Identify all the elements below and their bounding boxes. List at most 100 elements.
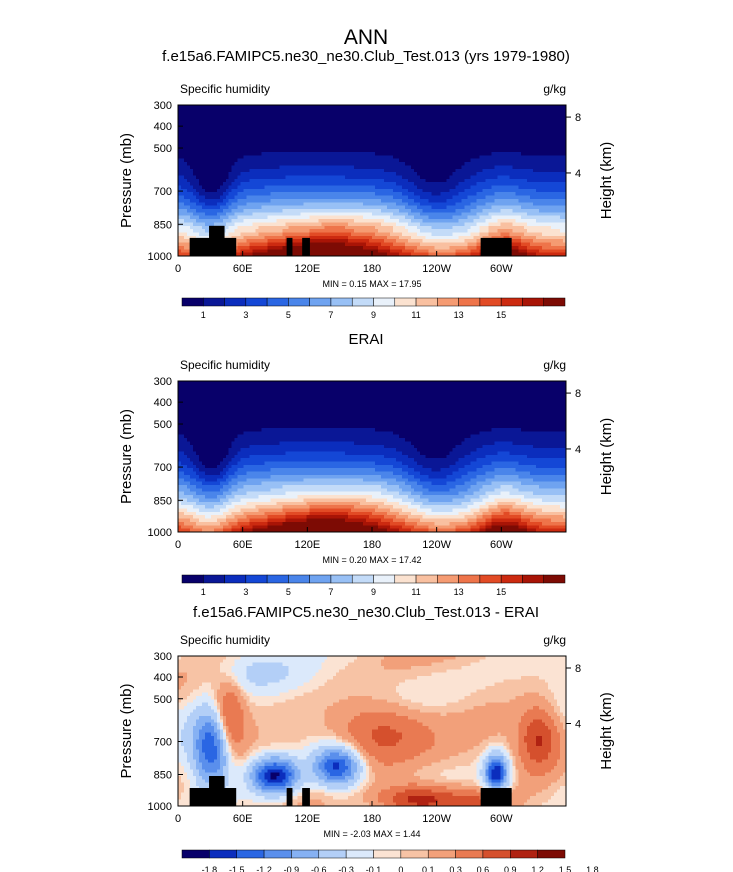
contour-cell [219, 115, 224, 120]
contour-cell [312, 131, 316, 136]
contour-cell [204, 128, 209, 133]
contour-cell [395, 128, 400, 133]
contour-cell [497, 111, 501, 116]
contour-cell [425, 138, 430, 143]
contour-cell [300, 138, 304, 143]
contour-cell [500, 108, 504, 113]
contour-cell [467, 111, 472, 116]
contour-cell [222, 148, 227, 153]
contour-cell [464, 128, 469, 133]
contour-cell [228, 121, 233, 126]
contour-cell [297, 135, 301, 140]
contour-cell [401, 125, 406, 130]
contour-cell [476, 118, 481, 123]
contour-cell [473, 128, 478, 133]
contour-cell [515, 138, 519, 143]
contour-cell [563, 135, 567, 140]
contour-cell [243, 111, 248, 116]
contour-cell [482, 118, 487, 123]
contour-cell [276, 141, 281, 146]
contour-cell [464, 118, 469, 123]
contour-cell [237, 105, 242, 109]
contour-cell [183, 131, 188, 136]
contour-cell [374, 115, 379, 120]
contour-cell [276, 115, 281, 120]
contour-cell [431, 115, 436, 120]
contour-cell [210, 128, 215, 133]
contour-cell [539, 111, 543, 116]
contour-cell [303, 105, 307, 109]
contour-cell [461, 118, 466, 123]
contour-cell [401, 105, 406, 109]
contour-cell [530, 111, 534, 116]
contour-cell [515, 108, 519, 113]
contour-cell [240, 135, 245, 140]
contour-cell [276, 148, 281, 153]
contour-cell [279, 135, 284, 140]
contour-cell [488, 115, 492, 120]
contour-cell [249, 138, 254, 143]
contour-cell [372, 121, 376, 126]
contour-cell [297, 145, 301, 150]
contour-cell [267, 138, 272, 143]
contour-cell [440, 108, 445, 113]
contour-cell [369, 121, 373, 126]
contour-cell [288, 135, 293, 140]
contour-cell [446, 141, 451, 146]
contour-cell [276, 145, 281, 150]
contour-cell [437, 125, 442, 130]
contour-cell [178, 138, 182, 143]
contour-cell [189, 115, 194, 120]
contour-cell [437, 145, 442, 150]
contour-cell [413, 135, 418, 140]
contour-cell [443, 118, 448, 123]
contour-cell [303, 121, 307, 126]
contour-cell [228, 111, 233, 116]
contour-cell [494, 121, 498, 126]
contour-cell [300, 111, 304, 116]
contour-cell [294, 118, 298, 123]
contour-cell [512, 121, 516, 126]
contour-cell [339, 111, 343, 116]
contour-cell [210, 141, 215, 146]
contour-cell [315, 128, 319, 133]
contour-cell [416, 128, 421, 133]
contour-cell [201, 115, 206, 120]
contour-cell [524, 121, 528, 126]
contour-cell [461, 138, 466, 143]
contour-cell [488, 108, 492, 113]
contour-cell [548, 128, 552, 133]
contour-cell [183, 118, 188, 123]
contour-cell [321, 118, 325, 123]
contour-cell [407, 145, 412, 150]
contour-cell [551, 135, 555, 140]
contour-cell [333, 111, 337, 116]
contour-cell [413, 125, 418, 130]
contour-cell [369, 118, 373, 123]
contour-cell [309, 105, 313, 109]
contour-cell [404, 128, 409, 133]
contour-cell [279, 118, 284, 123]
contour-cell [178, 121, 182, 126]
contour-cell [488, 121, 492, 126]
contour-cell [452, 115, 457, 120]
contour-cell [467, 105, 472, 109]
contour-cell [186, 118, 191, 123]
contour-cell [324, 105, 328, 109]
contour-cell [458, 118, 463, 123]
contour-cell [422, 135, 427, 140]
contour-cell [279, 148, 284, 153]
contour-cell [425, 111, 430, 116]
contour-cell [252, 105, 257, 109]
contour-cell [252, 118, 257, 123]
contour-cell [440, 141, 445, 146]
contour-cell [521, 128, 525, 133]
contour-cell [563, 138, 567, 143]
contour-cell [369, 111, 373, 116]
contour-cell [276, 105, 281, 109]
contour-cell [210, 138, 215, 143]
contour-cell [321, 111, 325, 116]
contour-cell [503, 118, 507, 123]
contour-cell [180, 125, 185, 130]
contour-cell [282, 128, 287, 133]
